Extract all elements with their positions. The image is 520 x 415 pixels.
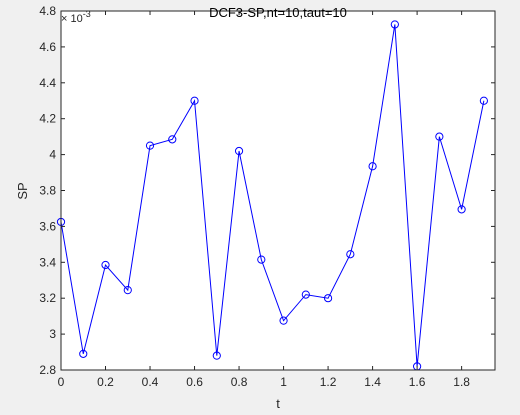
x-tick-label: 0.6 <box>186 375 203 389</box>
x-axis-title: t <box>276 396 280 411</box>
y-tick-label: 4.6 <box>39 40 56 54</box>
y-exponent-power: -3 <box>83 9 91 19</box>
y-tick-label: 4.2 <box>39 112 56 126</box>
y-tick-label: 3.4 <box>39 255 56 269</box>
x-tick-label: 0.4 <box>142 375 159 389</box>
x-tick-label: 1.4 <box>364 375 381 389</box>
y-tick-label: 3.2 <box>39 291 56 305</box>
x-tick-label: 0.8 <box>231 375 248 389</box>
y-tick-label: 4.8 <box>39 4 56 18</box>
data-point <box>101 260 110 270</box>
x-tick-label: 1.8 <box>453 375 470 389</box>
x-tick-label: 0 <box>58 375 65 389</box>
data-point <box>79 349 88 358</box>
y-tick-label: 4.4 <box>39 76 56 90</box>
y-tick-label: 4 <box>49 148 56 162</box>
plot-frame <box>60 10 496 371</box>
data-point <box>390 20 399 29</box>
x-tick-label: 1.2 <box>320 375 337 389</box>
data-point <box>346 250 355 259</box>
data-point <box>368 162 377 171</box>
data-point <box>212 351 221 360</box>
data-point <box>190 96 199 105</box>
series-layer <box>56 20 488 371</box>
x-tick-label: 1.6 <box>409 375 426 389</box>
data-point <box>457 205 466 214</box>
data-point <box>323 294 333 303</box>
data-point <box>479 96 488 105</box>
y-exponent-label: × 10-3 <box>61 9 91 25</box>
y-tick-label: 3 <box>49 327 56 341</box>
x-tick-labels: 0 0.2 0.4 0.6 0.8 1 1.2 1.4 1.6 1.8 <box>58 375 471 389</box>
data-point <box>123 286 132 295</box>
data-point <box>279 316 288 325</box>
x-tick-label: 0.2 <box>97 375 114 389</box>
data-point <box>435 132 444 141</box>
data-point <box>145 141 155 150</box>
series-line <box>60 24 485 367</box>
chart-title: DCF3-SP,nt=10,taut=10 <box>209 5 347 20</box>
data-point <box>257 255 266 264</box>
y-tick-label: 3.6 <box>39 219 56 233</box>
plot-area <box>61 11 495 370</box>
y-exponent-base: × 10 <box>61 13 83 25</box>
y-tick-label: 2.8 <box>39 363 56 377</box>
y-axis-title: SP <box>15 182 30 199</box>
y-tick-label: 3.8 <box>39 184 56 198</box>
data-point <box>234 146 244 156</box>
data-point <box>301 290 310 299</box>
y-tick-labels: 2.8 3 3.2 3.4 3.6 3.8 4 4.2 4.4 4.6 4.8 <box>39 4 56 377</box>
data-point <box>168 135 177 144</box>
x-tick-label: 1 <box>280 375 287 389</box>
